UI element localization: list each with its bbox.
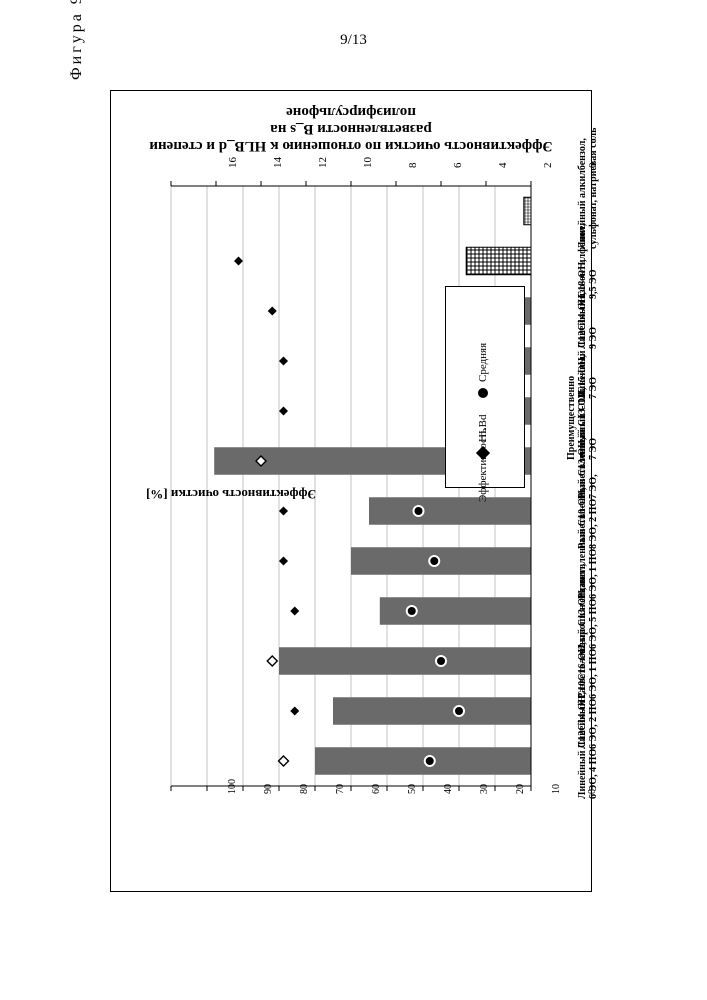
y2-tick-label: 16 xyxy=(227,157,239,168)
legend: Эффективность HLBd Средняя xyxy=(445,286,525,488)
y2-tick-label: 4 xyxy=(497,163,509,169)
figure-label: Фигура 9: xyxy=(68,0,86,80)
hlbd-marker xyxy=(267,656,277,666)
legend-item-avg: Средняя xyxy=(477,258,489,398)
circle-icon xyxy=(478,388,488,398)
hlbd-marker xyxy=(279,357,288,366)
avg-marker xyxy=(414,506,424,516)
y1-tick-label: 30 xyxy=(479,784,490,794)
hlbd-marker xyxy=(290,707,299,716)
y2-tick-label: 8 xyxy=(407,163,419,169)
diamond-icon xyxy=(476,446,490,460)
avg-marker xyxy=(429,556,439,566)
bar xyxy=(380,597,531,625)
hlbd-marker xyxy=(290,607,299,616)
y2-tick-label: 6 xyxy=(452,163,464,169)
bar xyxy=(369,497,531,525)
bar xyxy=(524,197,531,225)
title-l2: полиэфирсульфоне xyxy=(286,104,416,120)
chart-frame: Эффективность очистки по отношению к HLB… xyxy=(110,90,592,892)
avg-marker xyxy=(436,656,446,666)
plot-area: Эффективность очистки [%] HLB_d и развет… xyxy=(171,186,531,786)
bar xyxy=(315,747,531,775)
hlbd-marker xyxy=(279,557,288,566)
hlbd-marker xyxy=(279,507,288,516)
category-label: Линейный алкилбензол,сульфонат, натриева… xyxy=(577,127,599,248)
chart-title: Эффективность очистки по отношению к HLB… xyxy=(131,103,571,154)
y1-tick-label: 20 xyxy=(515,784,526,794)
page-number: 9/13 xyxy=(0,32,707,49)
y1-tick-label: 10 xyxy=(551,784,562,794)
y1-tick-label: 60 xyxy=(371,784,382,794)
bar xyxy=(466,247,531,275)
y1-tick-label: 100 xyxy=(227,779,238,794)
title-l1: Эффективность очистки по отношению к HLB… xyxy=(149,121,552,154)
avg-marker xyxy=(454,706,464,716)
avg-marker xyxy=(425,756,435,766)
square-icon xyxy=(478,508,488,518)
y2-tick-label: 12 xyxy=(317,157,329,168)
page: 9/13 Фигура 9: Эффективность очистки по … xyxy=(0,0,707,1000)
bar xyxy=(279,647,531,675)
avg-marker xyxy=(407,606,417,616)
hlbd-marker xyxy=(279,756,289,766)
y1-tick-label: 40 xyxy=(443,784,454,794)
y1-tick-label: 90 xyxy=(263,784,274,794)
hlbd-marker xyxy=(234,257,243,266)
y1-axis-title: Эффективность очистки [%] xyxy=(146,486,316,502)
legend-label-hlbd: HLBd xyxy=(477,415,489,443)
y2-tick-label: 2 xyxy=(542,163,554,169)
hlbd-marker xyxy=(279,407,288,416)
y1-tick-label: 50 xyxy=(407,784,418,794)
hlbd-marker xyxy=(268,307,277,316)
y2-tick-label: 14 xyxy=(272,157,284,168)
legend-label-avg: Средняя xyxy=(477,343,489,382)
y1-tick-label: 80 xyxy=(299,784,310,794)
bar xyxy=(351,547,531,575)
y2-tick-label: 10 xyxy=(362,157,374,168)
y1-tick-label: 70 xyxy=(335,784,346,794)
bar xyxy=(333,697,531,725)
